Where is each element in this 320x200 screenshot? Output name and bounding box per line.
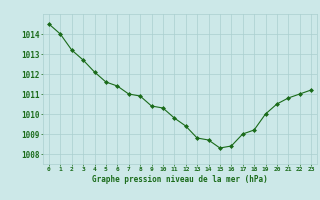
X-axis label: Graphe pression niveau de la mer (hPa): Graphe pression niveau de la mer (hPa): [92, 175, 268, 184]
